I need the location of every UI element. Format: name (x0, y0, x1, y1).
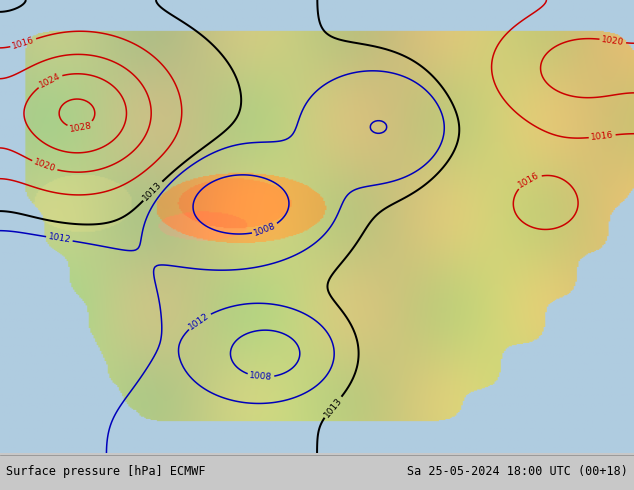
Text: 1008: 1008 (253, 221, 278, 238)
Text: 1008: 1008 (249, 371, 273, 382)
Text: 1028: 1028 (68, 121, 93, 134)
Text: 1016: 1016 (517, 171, 541, 190)
Text: 1012: 1012 (48, 233, 72, 245)
Text: 1016: 1016 (11, 35, 36, 51)
Text: 1024: 1024 (37, 71, 62, 90)
Text: 1013: 1013 (141, 180, 164, 202)
Text: 1020: 1020 (601, 35, 624, 47)
Text: 1012: 1012 (188, 311, 211, 331)
Text: 1016: 1016 (590, 131, 614, 142)
Text: 1013: 1013 (322, 395, 344, 419)
Text: Sa 25-05-2024 18:00 UTC (00+18): Sa 25-05-2024 18:00 UTC (00+18) (407, 465, 628, 478)
Text: Surface pressure [hPa] ECMWF: Surface pressure [hPa] ECMWF (6, 465, 206, 478)
Text: 1020: 1020 (32, 158, 57, 174)
